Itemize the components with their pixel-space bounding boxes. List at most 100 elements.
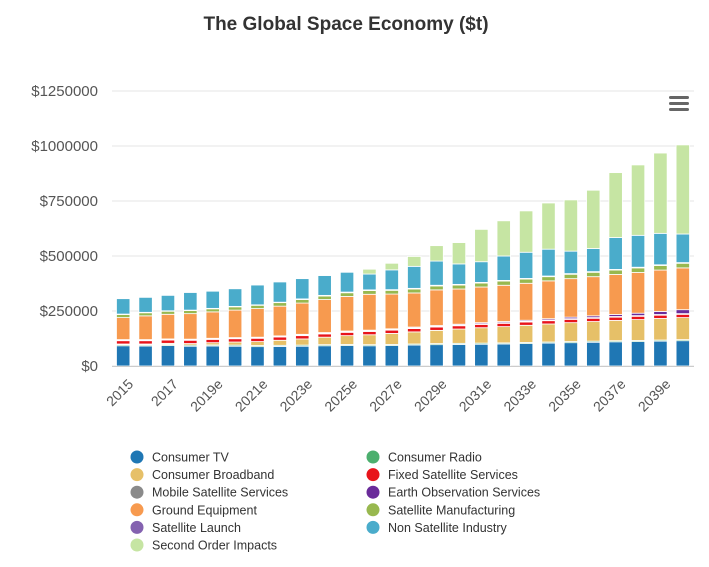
bar-segment — [630, 319, 646, 341]
chart-title: The Global Space Economy ($t) — [203, 14, 488, 35]
y-tick-label: $500000 — [40, 248, 98, 265]
bar-segment — [160, 310, 176, 315]
bar-segment — [519, 251, 534, 279]
legend-item[interactable]: Fixed Satellite Services — [366, 468, 518, 482]
bar-segment — [653, 152, 668, 234]
bar-segment — [541, 202, 556, 250]
bar-segment — [675, 309, 690, 315]
x-tick-label: 2031e — [456, 376, 495, 415]
bar-stack — [653, 152, 668, 367]
bar-segment — [563, 273, 579, 280]
bar-segment — [608, 172, 623, 238]
bar-segment — [183, 292, 198, 311]
bar-segment — [586, 248, 601, 273]
legend-item[interactable]: Consumer Radio — [366, 450, 482, 465]
bar-segment — [272, 302, 287, 307]
bar-stack — [250, 284, 265, 367]
bar-segment — [339, 296, 355, 332]
legend-item[interactable]: Satellite Manufacturing — [366, 503, 516, 517]
bar-segment — [384, 293, 399, 330]
legend-item[interactable]: Second Order Impacts — [130, 538, 278, 553]
bar-segment — [317, 336, 332, 346]
bar-segment — [541, 280, 556, 320]
bar-segment — [563, 199, 579, 252]
bar-segment — [362, 293, 377, 331]
bar-segment — [675, 317, 690, 341]
x-tick-label: 2039e — [635, 376, 674, 415]
bar-segment — [653, 232, 668, 266]
bar-segment — [563, 278, 579, 318]
bar-segment — [675, 313, 690, 318]
bar-segment — [586, 317, 601, 322]
bar-segment — [227, 309, 243, 339]
legend-item[interactable]: Satellite Launch — [130, 520, 242, 535]
bar-segment — [496, 280, 511, 286]
bar-segment — [295, 345, 310, 367]
x-tick-label: 2033e — [500, 376, 539, 415]
bar-segment — [451, 328, 467, 344]
legend-swatch — [130, 468, 144, 482]
bar-segment — [586, 341, 601, 367]
bar-stack — [272, 281, 287, 367]
bar-segment — [407, 331, 422, 345]
bar-stack — [630, 164, 646, 367]
bar-segment — [407, 256, 422, 267]
bar-segment — [160, 345, 176, 367]
bar-segment — [384, 262, 399, 271]
bar-segment — [675, 233, 690, 264]
bar-segment — [608, 316, 623, 321]
bar-segment — [183, 345, 198, 367]
legend-item[interactable]: Consumer TV — [130, 450, 230, 465]
bar-segment — [541, 342, 556, 367]
legend-label: Earth Observation Services — [388, 486, 540, 500]
legend-label: Ground Equipment — [152, 503, 257, 517]
bar-segment — [429, 285, 444, 291]
bar-segment — [519, 321, 534, 326]
bar-segment — [675, 262, 690, 269]
legend-item[interactable]: Non Satellite Industry — [366, 520, 508, 535]
bar-segment — [272, 281, 287, 303]
bar-segment — [451, 344, 467, 367]
bar-segment — [675, 267, 690, 311]
legend-item[interactable]: Consumer Broadband — [130, 468, 275, 482]
bar-segment — [496, 220, 511, 257]
bar-segment — [608, 341, 623, 367]
bar-segment — [138, 340, 153, 345]
legend-label: Non Satellite Industry — [388, 521, 508, 535]
bar-segment — [586, 276, 601, 317]
bar-segment — [295, 335, 310, 340]
bar-segment — [317, 345, 332, 367]
bar-segment — [541, 276, 556, 282]
bar-segment — [205, 345, 220, 367]
legend-item[interactable]: Earth Observation Services — [366, 485, 541, 500]
bar-segment — [205, 311, 220, 339]
legend-item[interactable]: Mobile Satellite Services — [130, 485, 289, 500]
bar-segment — [362, 334, 377, 346]
legend-item[interactable]: Ground Equipment — [130, 503, 258, 517]
hamburger-menu-icon[interactable] — [669, 96, 689, 111]
bar-segment — [563, 318, 579, 324]
bar-segment — [205, 308, 220, 313]
y-tick-label: $1250000 — [31, 83, 98, 100]
bar-segment — [653, 311, 668, 315]
bar-segment — [653, 314, 668, 319]
bar-stack — [519, 210, 534, 367]
bar-segment — [250, 308, 265, 338]
legend-label: Second Order Impacts — [152, 539, 277, 553]
bar-segment — [429, 260, 444, 286]
bar-segment — [205, 338, 220, 344]
bar-segment — [205, 290, 220, 309]
bar-segment — [429, 329, 444, 344]
bar-stack — [608, 172, 623, 367]
bar-segment — [295, 278, 310, 300]
bar-segment — [519, 343, 534, 367]
bar-stack — [384, 262, 399, 367]
legend-swatch — [130, 538, 144, 552]
bar-segment — [496, 343, 511, 367]
bar-segment — [653, 269, 668, 312]
bar-segment — [227, 288, 243, 307]
bar-segment — [541, 323, 556, 343]
bar-segment — [541, 248, 556, 277]
legend: Consumer TV Consumer Radio Consumer Broadb… — [130, 450, 541, 553]
y-tick-label: $750000 — [40, 193, 98, 210]
